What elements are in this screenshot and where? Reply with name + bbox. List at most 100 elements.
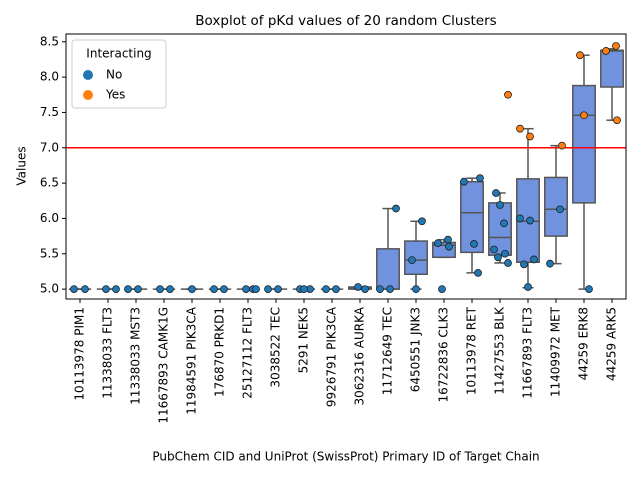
data-point [134, 285, 142, 294]
data-point [124, 285, 132, 294]
y-tick-label: 7.5 [40, 105, 59, 119]
legend-label: Yes [105, 88, 125, 102]
x-tick-label: 11427553 BLK [493, 306, 507, 395]
data-point [361, 285, 369, 294]
data-point [444, 235, 452, 244]
y-tick-label: 6.5 [40, 176, 59, 190]
data-point [546, 259, 554, 268]
data-point [300, 285, 308, 294]
data-point [412, 285, 420, 294]
data-point [526, 132, 534, 141]
data-point [376, 285, 384, 294]
y-tick-label: 5.0 [40, 282, 59, 296]
data-point [220, 285, 228, 294]
y-tick-label: 5.5 [40, 246, 59, 260]
data-point [602, 47, 610, 55]
x-tick-label: 6450551 JNK3 [409, 307, 423, 392]
x-tick-label: 11712649 TEC [381, 307, 395, 395]
y-tick-label: 8.0 [40, 70, 59, 84]
data-point [210, 285, 218, 294]
data-point [516, 214, 524, 223]
legend-label: No [106, 68, 122, 82]
data-point [274, 285, 282, 294]
x-tick-label: 3038522 TEC [269, 307, 283, 388]
data-point [445, 242, 453, 251]
data-point [70, 285, 78, 294]
x-tick-label: 16722836 CLK3 [437, 307, 451, 402]
x-tick-label: 11338033 FLT3 [101, 307, 115, 399]
box [600, 49, 624, 88]
data-point [408, 256, 416, 265]
data-point [332, 285, 340, 294]
data-point [434, 239, 442, 248]
data-point [460, 177, 468, 186]
data-point [354, 283, 362, 291]
data-point [418, 217, 426, 226]
data-point [264, 285, 272, 294]
data-point [492, 189, 500, 197]
box [544, 176, 568, 237]
data-point [438, 285, 446, 294]
plot-frame [65, 33, 627, 300]
legend-marker [83, 70, 93, 80]
x-tick-label: 44259 ARK5 [605, 307, 619, 381]
box [572, 84, 596, 204]
x-tick-label: 10113978 PIM1 [73, 307, 87, 401]
data-point [585, 285, 593, 294]
x-tick-label: 11409972 MET [549, 306, 563, 397]
data-point [242, 285, 250, 294]
legend-frame [71, 39, 167, 109]
data-point [524, 283, 532, 291]
data-point [496, 201, 504, 209]
data-point [392, 204, 400, 213]
data-point [166, 285, 174, 294]
x-tick-label: 11667893 FLT3 [521, 307, 535, 399]
box [376, 248, 400, 290]
data-point [81, 285, 89, 294]
x-tick-label: 10113978 RET [465, 306, 479, 395]
x-tick-label: 176870 PRKD1 [213, 307, 227, 397]
data-point [490, 245, 498, 254]
x-tick-label: 9926791 PIK3CA [325, 306, 339, 407]
data-point [102, 285, 110, 294]
data-point [474, 268, 482, 277]
data-point [504, 259, 512, 267]
data-point [530, 255, 538, 264]
x-tick-label: 11984591 PIK3CA [185, 306, 199, 415]
data-point [558, 141, 566, 150]
x-tick-label: 25127112 FLT3 [241, 307, 255, 399]
box [460, 180, 484, 254]
data-point [322, 285, 330, 294]
data-point [476, 174, 484, 183]
x-tick-label: 11338033 MST3 [129, 307, 143, 405]
data-point [386, 285, 394, 294]
data-point [156, 285, 164, 294]
y-tick-label: 7.0 [40, 140, 59, 154]
data-point [612, 42, 620, 50]
data-point [516, 124, 524, 133]
data-point [494, 253, 502, 262]
chart-title: Boxplot of pKd values of 20 random Clust… [195, 13, 496, 29]
data-point [526, 216, 534, 225]
x-tick-label: 5291 NEK5 [297, 307, 311, 373]
x-tick-label: 11667893 CAMK1G [157, 307, 171, 424]
data-point [112, 285, 120, 294]
data-point [576, 51, 584, 60]
data-point [188, 285, 196, 294]
x-tick-label: 44259 ERK8 [577, 307, 591, 380]
y-axis-label: Values [15, 146, 29, 185]
x-tick-label: 3062316 AURKA [353, 306, 367, 405]
data-point [504, 90, 512, 99]
x-axis-label: PubChem CID and UniProt (SwissProt) Prim… [152, 450, 539, 464]
box [404, 240, 428, 276]
legend: Interacting No Yes [71, 39, 167, 109]
data-point [580, 111, 588, 120]
data-point [500, 219, 508, 228]
data-point [252, 285, 260, 294]
data-point [613, 116, 621, 125]
legend-title: Interacting [86, 47, 151, 61]
legend-marker [83, 90, 93, 100]
data-point [470, 239, 478, 248]
y-tick-label: 8.5 [40, 34, 59, 48]
